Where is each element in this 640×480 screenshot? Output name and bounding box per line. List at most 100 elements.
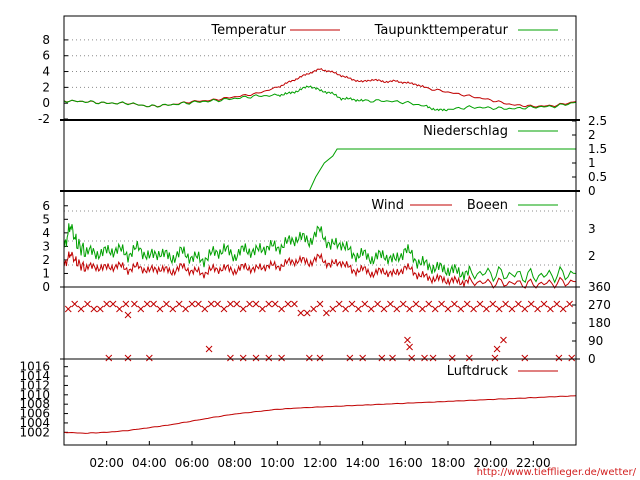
wind-direction-point: [429, 354, 437, 362]
wind-direction-point: [227, 354, 234, 362]
wind-direction-point: [355, 305, 362, 313]
wind-direction-point: [265, 354, 273, 362]
wind-direction-point: [342, 305, 349, 313]
legend-luftdruck-label: Luftdruck: [447, 364, 509, 379]
wind-direction-point: [77, 305, 85, 313]
wind-direction-point: [457, 305, 465, 313]
dir-y-tick: 180: [588, 316, 611, 330]
pressure-y-tick: 1004: [19, 416, 50, 430]
wind-direction-point: [421, 354, 428, 362]
niederschlag-line: [64, 148, 576, 192]
wind-direction-point: [205, 345, 213, 353]
wind-direction-point: [252, 354, 260, 362]
taupunkt-line: [63, 85, 577, 112]
wind-direction-point: [201, 305, 209, 313]
wind-direction-point: [502, 300, 509, 308]
wind-direction-point: [90, 305, 98, 313]
rain-y-tick: 1: [588, 156, 596, 170]
wind-direction-point: [109, 300, 117, 308]
wind-direction-point: [156, 305, 164, 313]
wind-direction-point: [527, 300, 535, 308]
wind-direction-point: [393, 305, 401, 313]
wind-direction-point: [444, 305, 452, 313]
luftdruck-line: [63, 395, 577, 434]
wind-direction-point: [540, 300, 548, 308]
temp-y-tick: 2: [42, 80, 50, 94]
wind-direction-point: [534, 305, 541, 313]
wind-direction-point: [188, 300, 196, 308]
wind-direction-point: [175, 300, 183, 308]
wind-direction-point: [137, 305, 145, 313]
pressure-y-tick: 1014: [19, 369, 50, 383]
wind-direction-point: [361, 300, 369, 308]
wind-direction-point: [568, 354, 576, 362]
wind-direction-point: [291, 300, 298, 308]
wind-y-tick: 0: [42, 280, 50, 294]
wind-direction-point: [305, 354, 313, 362]
panel-frame: [63, 286, 577, 360]
wind-direction-point: [214, 300, 221, 308]
wind-line: [63, 251, 577, 289]
legend-wind-label: Wind: [371, 198, 404, 213]
wind-direction-point: [408, 354, 416, 362]
wind-direction-point: [145, 354, 153, 362]
wind-direction-point: [493, 345, 501, 353]
wind-direction-point: [448, 354, 456, 362]
wind-direction-point: [182, 305, 189, 313]
wind-direction-point: [84, 300, 91, 308]
pressure-y-tick: 1012: [19, 378, 50, 392]
wind-direction-point: [297, 309, 305, 317]
temp-y-tick: 0: [42, 96, 50, 110]
wind-direction-point: [359, 354, 367, 362]
temp-y-tick: 6: [42, 49, 50, 63]
wind-direction-point: [103, 300, 111, 308]
wind-direction-point: [412, 300, 420, 308]
wind-direction-point: [227, 300, 234, 308]
time-x-tick: 18:00: [431, 456, 466, 470]
wind-direction-point: [404, 336, 411, 344]
bft-y-tick: 2: [588, 249, 596, 263]
wind-direction-point: [380, 305, 388, 313]
wind-direction-point: [303, 309, 311, 317]
wind-direction-point: [323, 309, 330, 317]
wind-direction-point: [310, 305, 317, 313]
wind-direction-point: [553, 300, 561, 308]
time-x-tick: 04:00: [132, 456, 167, 470]
wind-direction-point: [547, 305, 554, 313]
dir-y-tick: 90: [588, 334, 603, 348]
wind-direction-point: [316, 354, 324, 362]
wind-direction-point: [195, 300, 202, 308]
time-x-tick: 06:00: [175, 456, 210, 470]
wind-direction-point: [124, 311, 132, 319]
wind-direction-point: [367, 305, 375, 313]
wind-direction-point: [431, 305, 439, 313]
pressure-y-tick: 1010: [19, 388, 50, 402]
wind-direction-point: [406, 343, 413, 351]
wind-direction-point: [476, 300, 484, 308]
pressure-y-tick: 1006: [19, 407, 50, 421]
wind-direction-point: [399, 300, 407, 308]
wind-direction-point: [163, 300, 170, 308]
temp-y-tick: 8: [42, 33, 50, 47]
wind-direction-point: [169, 305, 177, 313]
wind-direction-point: [220, 305, 228, 313]
wind-direction-point: [389, 354, 396, 362]
wind-direction-point: [470, 305, 477, 313]
wind-direction-point: [64, 305, 72, 313]
rain-y-tick: 0: [588, 184, 596, 198]
wind-direction-point: [521, 305, 529, 313]
wind-direction-point: [508, 305, 516, 313]
wind-y-tick: 2: [42, 253, 50, 267]
wind-direction-point: [284, 300, 292, 308]
legend-temperatur-label: Temperatur: [210, 23, 286, 38]
wind-y-tick: 6: [42, 199, 50, 213]
wind-direction-point: [96, 305, 104, 313]
pressure-y-tick: 1008: [19, 397, 50, 411]
time-x-tick: 16:00: [388, 456, 423, 470]
time-x-tick: 10:00: [260, 456, 295, 470]
dir-y-tick: 0: [588, 352, 596, 366]
pressure-y-tick: 1016: [19, 360, 50, 374]
legend-taupunkt-label: Taupunkttemperatur: [374, 23, 509, 38]
wind-direction-point: [566, 300, 573, 308]
wind-direction-point: [316, 300, 324, 308]
